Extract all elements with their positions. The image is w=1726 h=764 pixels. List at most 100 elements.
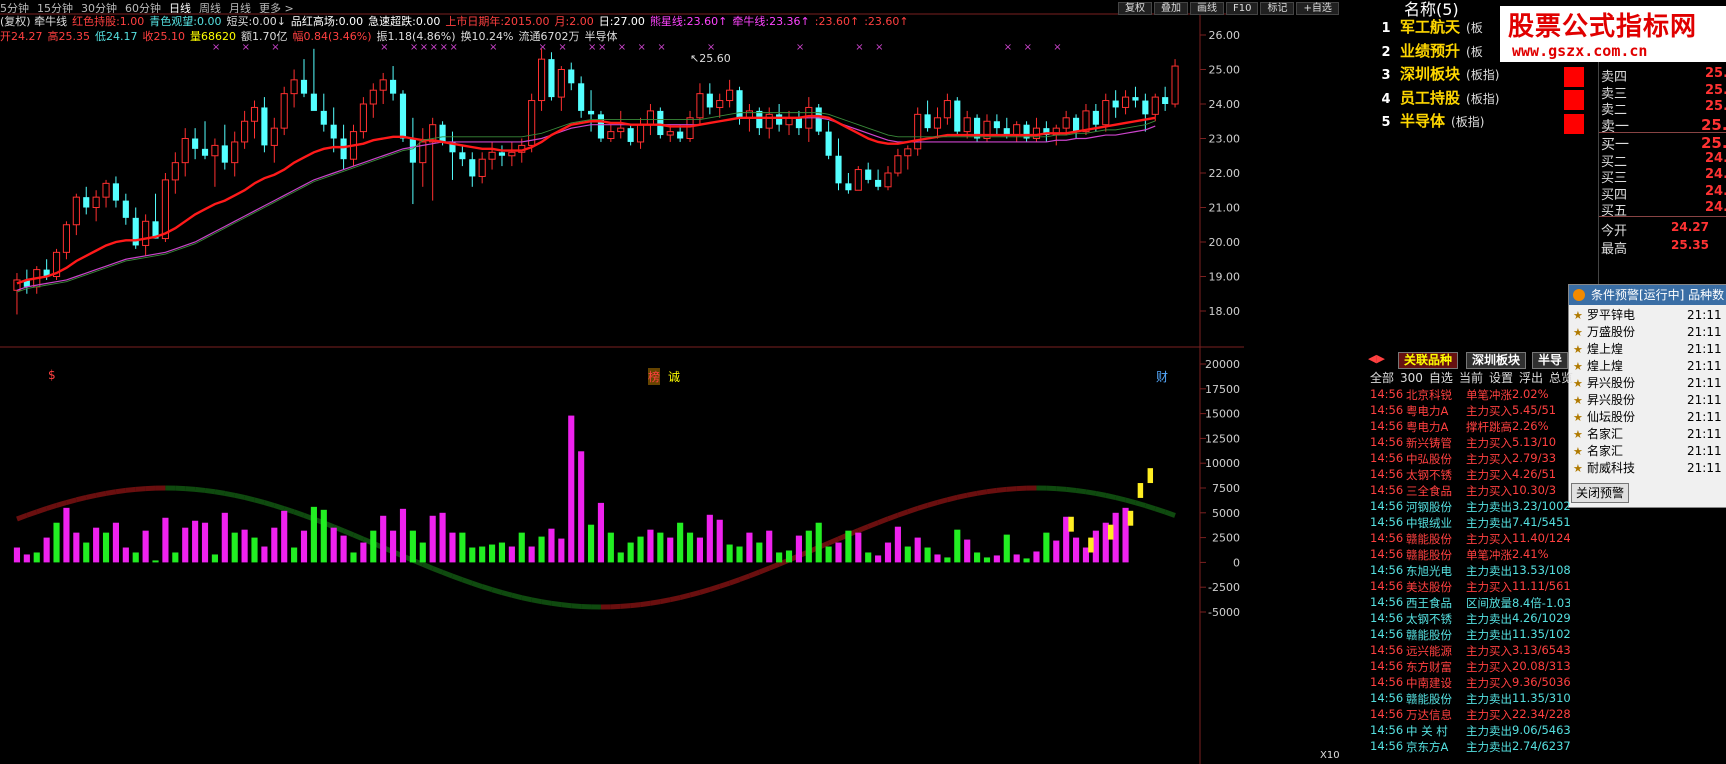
alert-item[interactable]: ★ 耐威科技 21:11 bbox=[1569, 460, 1726, 477]
volume-bar[interactable] bbox=[211, 554, 218, 563]
volume-bar[interactable] bbox=[162, 517, 169, 563]
volume-bar[interactable] bbox=[548, 528, 555, 563]
candle-body[interactable] bbox=[1102, 100, 1110, 126]
volume-bar[interactable] bbox=[192, 520, 199, 563]
candle-body[interactable] bbox=[201, 148, 209, 156]
tab-prev-icon[interactable]: ◀▶ bbox=[1368, 352, 1385, 365]
candle-body[interactable] bbox=[52, 251, 61, 278]
alert-item[interactable]: ★ 仙坛股份 21:11 bbox=[1569, 409, 1726, 426]
candle-body[interactable] bbox=[1162, 97, 1169, 104]
volume-bar[interactable] bbox=[1122, 507, 1129, 563]
candle-body[interactable] bbox=[142, 220, 150, 246]
candle-body[interactable] bbox=[1132, 97, 1139, 101]
volume-bar[interactable] bbox=[696, 537, 704, 563]
sector-item[interactable]: 5 半导体 (板指) bbox=[1372, 110, 1632, 132]
candle-body[interactable] bbox=[617, 127, 625, 133]
period-tab-1[interactable]: 15分钟 bbox=[37, 2, 73, 13]
candle-body[interactable] bbox=[963, 117, 971, 133]
volume-bar[interactable] bbox=[241, 529, 248, 563]
trade-row[interactable]: 14:56 赣能股份 单笔冲涨 2.41% bbox=[1370, 547, 1570, 563]
volume-bar[interactable] bbox=[479, 546, 486, 563]
volume-bar[interactable] bbox=[291, 547, 298, 563]
tab-0[interactable]: 关联品种 bbox=[1398, 352, 1459, 369]
alert-item[interactable]: ★ 煌上煌 21:11 bbox=[1569, 341, 1726, 358]
candle-body[interactable] bbox=[280, 93, 288, 129]
candle-body[interactable] bbox=[449, 141, 456, 153]
volume-bar[interactable] bbox=[23, 554, 30, 563]
candle-body[interactable] bbox=[320, 110, 327, 125]
candle-body[interactable] bbox=[310, 93, 317, 111]
sector-item[interactable]: 3 深圳板块 (板指) bbox=[1372, 63, 1632, 85]
volume-bar[interactable] bbox=[677, 522, 684, 563]
toolbar-button-5[interactable]: +自选 bbox=[1296, 2, 1339, 15]
candle-body[interactable] bbox=[765, 113, 773, 129]
period-tab-4[interactable]: 日线 bbox=[169, 2, 191, 13]
event-marker-cai[interactable]: 财 bbox=[1156, 370, 1169, 384]
candle-body[interactable] bbox=[646, 110, 655, 126]
volume-bar[interactable] bbox=[785, 550, 793, 563]
volume-bar[interactable] bbox=[360, 542, 367, 563]
volume-bar[interactable] bbox=[350, 552, 357, 563]
candle-body[interactable] bbox=[677, 131, 684, 139]
volume-bar[interactable] bbox=[627, 542, 634, 563]
toolbar-button-3[interactable]: F10 bbox=[1226, 2, 1259, 15]
volume-bar[interactable] bbox=[1053, 540, 1060, 563]
volume-bar[interactable] bbox=[805, 530, 812, 563]
period-tab-3[interactable]: 60分钟 bbox=[125, 2, 161, 13]
volume-bar[interactable] bbox=[1023, 558, 1030, 563]
volume-bar[interactable] bbox=[617, 552, 624, 563]
volume-bar[interactable] bbox=[904, 546, 911, 563]
candle-body[interactable] bbox=[161, 179, 169, 240]
volume-bar[interactable] bbox=[340, 535, 347, 563]
volume-bar[interactable] bbox=[63, 507, 70, 563]
volume-bar[interactable] bbox=[538, 536, 545, 563]
candle-body[interactable] bbox=[993, 121, 1000, 129]
volume-bar[interactable] bbox=[172, 552, 179, 563]
volume-bar[interactable] bbox=[845, 530, 852, 563]
candle-body[interactable] bbox=[548, 59, 555, 98]
trade-row[interactable]: 14:56 中弘股份 主力买入 2.79/33 bbox=[1370, 451, 1570, 467]
period-tab-7[interactable]: 更多 > bbox=[259, 2, 294, 13]
candle-body[interactable] bbox=[419, 141, 427, 164]
volume-bar[interactable] bbox=[993, 555, 1000, 563]
candle-body[interactable] bbox=[181, 138, 189, 164]
volume-bar[interactable] bbox=[1092, 530, 1099, 563]
volume-bar[interactable] bbox=[182, 527, 189, 563]
volume-bar[interactable] bbox=[429, 515, 436, 563]
candle-body[interactable] bbox=[726, 89, 734, 102]
chart-area[interactable]: × × × × × × × × × × × × × × × × × × × × × × × × 26.0025.0024.00… bbox=[0, 0, 1250, 764]
alert-item[interactable]: ★ 昇兴股份 21:11 bbox=[1569, 375, 1726, 392]
candle-body[interactable] bbox=[974, 117, 981, 139]
period-tab-0[interactable]: 5分钟 bbox=[0, 2, 29, 13]
volume-bar[interactable] bbox=[33, 552, 40, 563]
volume-bar[interactable] bbox=[112, 522, 120, 563]
candle-body[interactable] bbox=[171, 162, 179, 181]
candle-body[interactable] bbox=[132, 217, 139, 246]
candle-body[interactable] bbox=[508, 151, 516, 157]
candle-body[interactable] bbox=[924, 114, 931, 129]
candle-body[interactable] bbox=[696, 93, 704, 119]
candle-body[interactable] bbox=[983, 120, 991, 139]
volume-bar[interactable] bbox=[251, 537, 258, 563]
volume-bar[interactable] bbox=[558, 538, 565, 563]
candle-body[interactable] bbox=[914, 113, 922, 150]
volume-bar[interactable] bbox=[914, 537, 921, 563]
trade-row[interactable]: 14:56 粤电力A 主力买入 5.45/51 bbox=[1370, 403, 1570, 419]
tab-1[interactable]: 深圳板块 bbox=[1466, 352, 1527, 369]
candle-body[interactable] bbox=[43, 269, 50, 277]
filter-tab-0[interactable]: 全部 bbox=[1370, 371, 1395, 385]
volume-bar[interactable] bbox=[894, 526, 901, 563]
toolbar-button-1[interactable]: 叠加 bbox=[1154, 2, 1188, 15]
alert-item[interactable]: ★ 罗平锌电 21:11 bbox=[1569, 307, 1726, 324]
volume-bar[interactable] bbox=[657, 532, 664, 563]
volume-bar[interactable] bbox=[647, 529, 654, 563]
volume-bar[interactable] bbox=[884, 542, 892, 563]
candle-body[interactable] bbox=[290, 79, 298, 95]
volume-bar[interactable] bbox=[875, 555, 882, 563]
trade-row[interactable]: 14:56 中银绒业 主力卖出 7.41/5451 bbox=[1370, 515, 1570, 531]
volume-bar[interactable] bbox=[983, 557, 991, 563]
candle-body[interactable] bbox=[92, 196, 100, 208]
volume-bar[interactable] bbox=[231, 532, 238, 563]
